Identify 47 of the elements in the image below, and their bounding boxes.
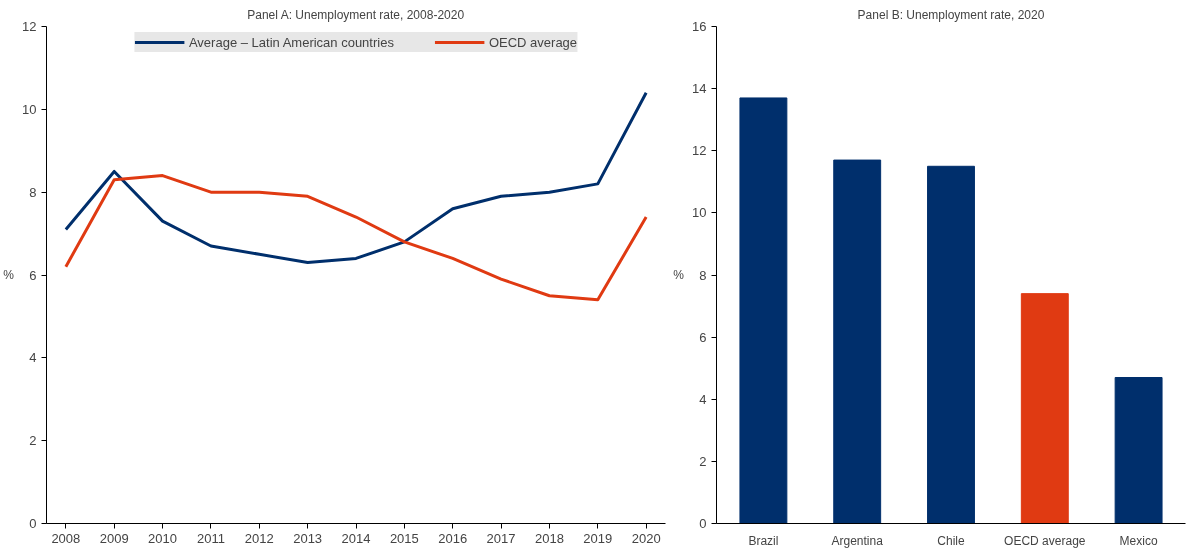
y-tick-label: 2 (29, 433, 37, 449)
y-tick-label: 6 (29, 267, 37, 283)
x-tick-label: 2018 (534, 530, 564, 546)
bar (1114, 377, 1163, 524)
line-series (64, 174, 648, 302)
bar (927, 165, 975, 524)
y-tick-label: 8 (29, 184, 37, 200)
x-tick-label: 2016 (438, 530, 468, 546)
x-tick-label: 2019 (583, 530, 613, 546)
x-tick-label: Chile (937, 533, 965, 548)
y-tick-label: 6 (699, 329, 707, 345)
y-tick-label: 10 (692, 205, 707, 221)
bar (833, 159, 882, 524)
x-tick-label: 2011 (196, 530, 225, 546)
x-tick-label: 2008 (51, 530, 81, 546)
y-tick-label: 0 (699, 516, 707, 531)
y-axis-title: % (673, 268, 685, 282)
y-tick-label: 10 (22, 101, 37, 117)
x-tick-label: Argentina (831, 533, 884, 548)
y-tick-label: 0 (29, 516, 37, 531)
x-tick-label: 2020 (631, 530, 661, 546)
x-tick-label: 2014 (341, 530, 371, 546)
x-tick-label: 2009 (99, 530, 129, 546)
x-tick-label: 2017 (486, 530, 516, 546)
x-tick-label: OECD average (1004, 533, 1086, 548)
y-tick-label: 16 (692, 19, 707, 34)
y-tick-label: 14 (692, 81, 707, 97)
x-tick-label: 2010 (148, 530, 178, 546)
y-tick-label: 12 (22, 19, 37, 34)
x-tick-label: 2015 (389, 530, 419, 546)
y-tick-label: 4 (29, 350, 37, 366)
y-tick-label: 8 (699, 267, 707, 283)
x-tick-label: Brazil (748, 533, 779, 548)
x-tick-label: 2013 (293, 530, 323, 546)
x-tick-label: Mexico (1119, 533, 1158, 548)
y-tick-label: 12 (692, 143, 707, 159)
chart-title: Panel A: Unemployment rate, 2008-2020 (247, 7, 465, 22)
legend-label: OECD average (488, 34, 578, 50)
x-tick-label: 2012 (244, 530, 274, 546)
y-tick-label: 2 (699, 453, 707, 469)
bar (1020, 293, 1069, 524)
bar (739, 97, 788, 524)
line-series (64, 91, 648, 265)
chart-title: Panel B: Unemployment rate, 2020 (857, 7, 1045, 22)
legend-label: Average – Latin American countries (188, 34, 394, 50)
y-tick-label: 4 (699, 391, 707, 407)
y-axis-title: % (3, 268, 15, 282)
